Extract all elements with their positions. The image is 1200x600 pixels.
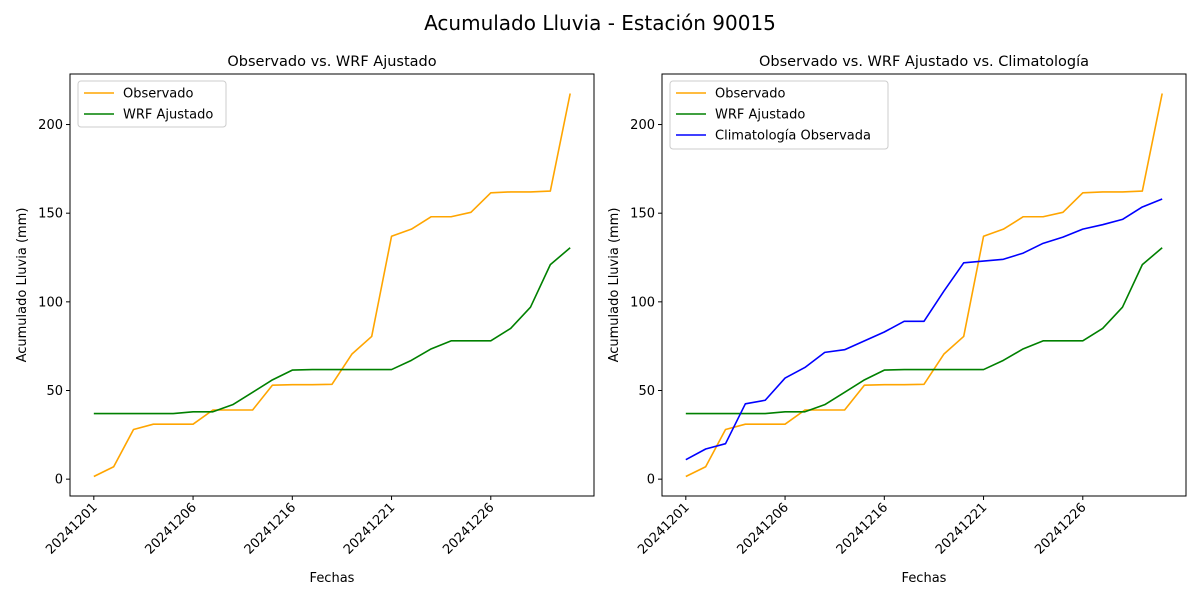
x-tick-label: 20241206 <box>734 500 791 557</box>
x-tick-label: 20241226 <box>1032 500 1089 557</box>
y-axis-label: Acumulado Lluvia (mm) <box>15 208 30 363</box>
x-tick-label: 20241221 <box>933 500 990 557</box>
series-line-1 <box>93 93 571 478</box>
y-tick-label: 100 <box>630 295 655 310</box>
legend-frame <box>77 80 227 128</box>
chart-panel-2: Observado vs. WRF Ajustado vs. Climatolo… <box>607 54 1187 586</box>
y-tick-label: 150 <box>630 207 655 222</box>
legend-label: Observado <box>123 87 194 102</box>
axes-frame <box>661 73 1187 497</box>
chart-title: Observado vs. WRF Ajustado <box>227 54 436 70</box>
y-tick-label: 200 <box>630 118 655 133</box>
x-tick-label: 20241206 <box>142 500 199 557</box>
y-tick-label: 0 <box>55 473 63 488</box>
y-tick-label: 100 <box>38 295 63 310</box>
y-tick-label: 200 <box>38 118 63 133</box>
x-tick-label: 20241201 <box>43 500 100 557</box>
series-line-2 <box>93 247 571 415</box>
series-line-3 <box>685 198 1163 461</box>
legend-label: WRF Ajustado <box>715 108 805 123</box>
legend-frame <box>669 80 889 150</box>
chart-panel-1: Observado vs. WRF Ajustado 0 50 100 150 200 20… <box>15 54 595 586</box>
y-tick-label: 150 <box>38 207 63 222</box>
legend-label: WRF Ajustado <box>123 108 213 123</box>
y-axis-label: Acumulado Lluvia (mm) <box>607 208 622 363</box>
x-axis-label: Fechas <box>310 571 355 586</box>
chart-title: Observado vs. WRF Ajustado vs. Climatolo… <box>759 54 1089 70</box>
legend: Observado WRF Ajustado Climatología Observ… <box>669 80 889 150</box>
y-tick-label: 50 <box>46 384 63 399</box>
figure-suptitle: Acumulado Lluvia - Estación 90015 <box>424 11 776 35</box>
legend-label: Climatología Observada <box>715 129 871 144</box>
series-line-1 <box>685 93 1163 478</box>
y-tick-label: 50 <box>638 384 655 399</box>
series-line-2 <box>685 247 1163 415</box>
x-tick-label: 20241226 <box>440 500 497 557</box>
x-tick-label: 20241216 <box>242 500 299 557</box>
legend-label: Observado <box>715 87 786 102</box>
legend: Observado WRF Ajustado <box>77 80 227 128</box>
x-tick-label: 20241221 <box>341 500 398 557</box>
x-tick-label: 20241216 <box>834 500 891 557</box>
x-axis-label: Fechas <box>902 571 947 586</box>
y-tick-label: 0 <box>647 473 655 488</box>
axes-frame <box>69 73 595 497</box>
x-tick-label: 20241201 <box>635 500 692 557</box>
